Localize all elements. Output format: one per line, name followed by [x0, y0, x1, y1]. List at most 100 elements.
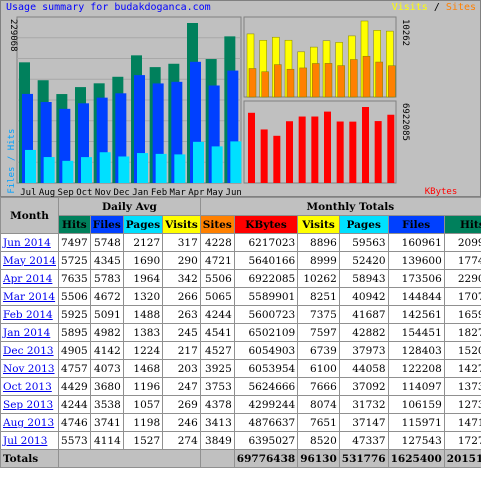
x-tick-label: Feb: [151, 188, 167, 198]
daily-files-cell: 3741: [89, 413, 124, 432]
table-body: Jun 2014 7497 5748 2127 317 4228 6217023 8896 59…: [0, 233, 481, 450]
totals-files: 1625400: [387, 449, 445, 468]
bar-pages: [230, 141, 242, 183]
visits-chart-area: [243, 16, 397, 98]
bar-sites: [350, 59, 358, 98]
month-link[interactable]: Oct 2013: [0, 377, 60, 396]
visits-sites-legend: Visits / Sites: [391, 2, 476, 13]
daily-pages-cell: 1198: [122, 413, 164, 432]
table-row: Jun 2014 7497 5748 2127 317 4228 6217023 8896 59…: [0, 233, 481, 252]
monthly-files-cell: 127543: [387, 431, 445, 450]
daily-pages-cell: 1527: [122, 431, 164, 450]
bar-sites: [362, 55, 371, 98]
monthly-hits-header: Hits: [443, 215, 481, 234]
monthly-hits-cell: 127348: [443, 395, 481, 414]
monthly-hits-cell: 177482: [443, 251, 481, 270]
monthly-visits-cell: 8251: [297, 287, 340, 306]
bar-kbytes: [260, 129, 268, 183]
monthly-kbytes-header: KBytes: [233, 215, 299, 234]
month-link[interactable]: Apr 2014: [0, 269, 60, 288]
month-link[interactable]: Sep 2013: [0, 395, 60, 414]
daily-avg-header: Daily Avg: [58, 197, 201, 216]
bar-sites: [299, 67, 307, 98]
daily-pages-cell: 1383: [122, 323, 164, 342]
monthly-pages-cell: 37147: [338, 413, 389, 432]
monthly-sites-cell: 3925: [199, 359, 235, 378]
table-row: Jul 2013 5573 4114 1527 274 3849 6395027 8520 47…: [0, 431, 481, 450]
daily-pages-cell: 1224: [122, 341, 164, 360]
monthly-pages-header: Pages: [338, 215, 389, 234]
bar-sites: [274, 64, 282, 98]
month-link[interactable]: Jan 2014: [0, 323, 60, 342]
bar-pages: [99, 152, 111, 183]
monthly-visits-cell: 7651: [297, 413, 340, 432]
totals-hits: 2015198: [443, 449, 481, 468]
daily-pages-cell: 1057: [122, 395, 164, 414]
daily-hits-header: Hits: [58, 215, 91, 234]
monthly-visits-cell: 6739: [297, 341, 340, 360]
totals-visits: 96130: [297, 449, 340, 468]
daily-pages-cell: 1488: [122, 305, 164, 324]
monthly-hits-cell: 229068: [443, 269, 481, 288]
monthly-hits-cell: 137302: [443, 377, 481, 396]
bar-kbytes: [336, 121, 344, 183]
monthly-visits-cell: 10262: [297, 269, 340, 288]
daily-axis-label: Pages / Files / Hits: [7, 129, 17, 198]
daily-ymax-label: 229068: [8, 19, 18, 52]
bar-files: [152, 83, 164, 183]
daily-hits-cell: 5573: [58, 431, 91, 450]
x-tick-label: Jul: [20, 188, 36, 198]
daily-hits-cell: 7635: [58, 269, 91, 288]
monthly-hits-cell: 147128: [443, 413, 481, 432]
daily-pages-cell: 1320: [122, 287, 164, 306]
bar-files: [208, 85, 220, 183]
monthly-pages-cell: 59563: [338, 233, 389, 252]
monthly-files-cell: 160961: [387, 233, 445, 252]
bar-kbytes: [248, 112, 255, 183]
usage-chart-svg: Jul Aug Sep Oct Nov Dec Jan Feb Mar Apr May Jun 2290…: [7, 16, 458, 198]
bar-pages: [25, 149, 36, 183]
daily-files-cell: 5783: [89, 269, 124, 288]
daily-files-cell: 5091: [89, 305, 124, 324]
month-link[interactable]: Aug 2013: [0, 413, 60, 432]
bar-pages: [62, 160, 74, 183]
bar-pages: [81, 157, 92, 183]
monthly-visits-cell: 8999: [297, 251, 340, 270]
daily-pages-cell: 1964: [122, 269, 164, 288]
monthly-files-cell: 128403: [387, 341, 445, 360]
daily-visits-cell: 203: [162, 359, 201, 378]
daily-hits-cell: 5725: [58, 251, 91, 270]
monthly-sites-header: Sites: [199, 215, 235, 234]
daily-pages-header: Pages: [122, 215, 164, 234]
monthly-kbytes-cell: 6217023: [233, 233, 299, 252]
monthly-kbytes-cell: 5640166: [233, 251, 299, 270]
month-link[interactable]: Jul 2013: [0, 431, 60, 450]
kbytes-legend: KBytes: [425, 187, 458, 197]
month-link[interactable]: May 2014: [0, 251, 60, 270]
month-link[interactable]: Jun 2014: [0, 233, 60, 252]
bar-sites: [324, 63, 333, 98]
monthly-files-header: Files: [387, 215, 445, 234]
daily-hits-cell: 4905: [58, 341, 91, 360]
x-tick-label: May: [207, 188, 224, 198]
daily-pages-cell: 1196: [122, 377, 164, 396]
daily-files-cell: 4345: [89, 251, 124, 270]
month-link[interactable]: Mar 2014: [0, 287, 60, 306]
bar-pages: [155, 153, 167, 183]
month-link[interactable]: Feb 2014: [0, 305, 60, 324]
monthly-files-cell: 173506: [387, 269, 445, 288]
legend-visits: Visits: [391, 2, 428, 13]
daily-visits-cell: 245: [162, 323, 201, 342]
bar-sites: [388, 65, 396, 98]
month-link[interactable]: Dec 2013: [0, 341, 60, 360]
monthly-kbytes-cell: 4299244: [233, 395, 299, 414]
daily-pages-cell: 1468: [122, 359, 164, 378]
month-link[interactable]: Nov 2013: [0, 359, 60, 378]
bar-files: [134, 75, 145, 183]
daily-visits-cell: 263: [162, 305, 201, 324]
bar-kbytes: [311, 116, 319, 183]
monthly-sites-cell: 3849: [199, 431, 235, 450]
totals-sites-blank: [199, 449, 235, 468]
bar-sites: [261, 71, 269, 98]
bar-files: [115, 93, 127, 183]
